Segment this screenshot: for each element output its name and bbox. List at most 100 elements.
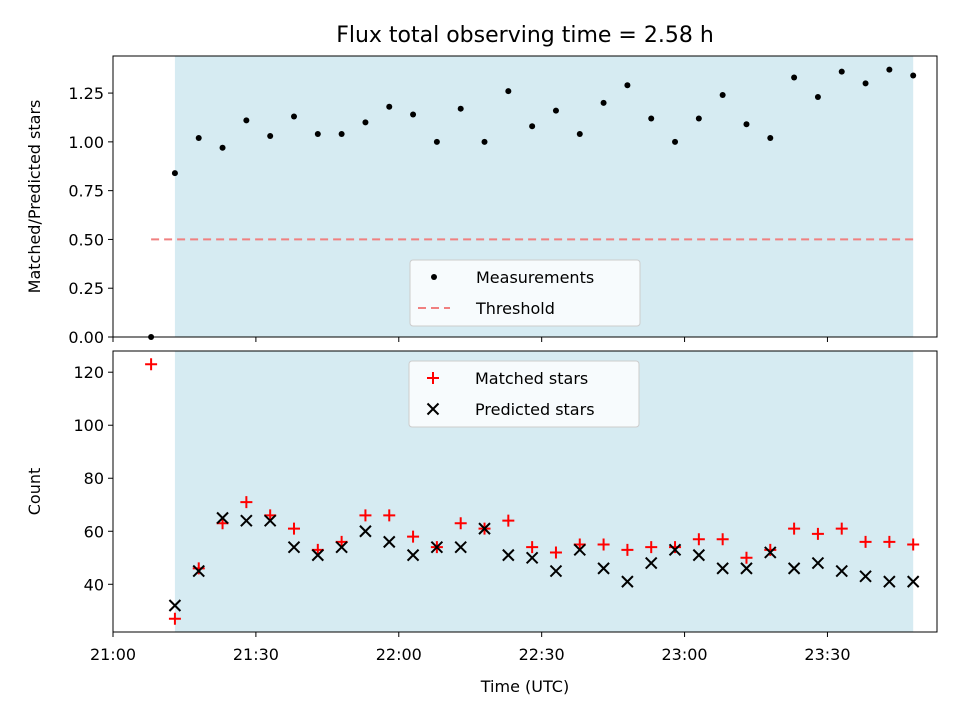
x-tick-label: 21:30 (233, 645, 279, 664)
predicted-point (811, 556, 825, 570)
measurement-point (267, 133, 274, 140)
measurement-point (410, 111, 417, 118)
measurement-point (290, 113, 297, 120)
matched-point (811, 527, 824, 540)
measurement-point (243, 117, 250, 124)
legend-label: Predicted stars (475, 400, 595, 419)
measurement-point (910, 72, 917, 79)
measurement-point (171, 170, 178, 177)
measurement-point (362, 119, 369, 126)
predicted-point (359, 525, 372, 538)
measurement-point (529, 123, 536, 130)
measurement-point (743, 121, 750, 128)
matched-point (145, 358, 158, 371)
legend-measurement-marker (431, 274, 437, 280)
predicted-point (525, 551, 539, 564)
y-tick-label: 0.00 (68, 328, 104, 347)
predicted-point (287, 540, 301, 554)
y-tick-label: 80 (84, 469, 104, 488)
measurement-point (672, 138, 679, 145)
y-tick-label: 0.50 (68, 230, 104, 249)
measurement-point (386, 103, 393, 110)
matched-point (240, 496, 253, 509)
predicted-point (311, 548, 325, 562)
matched-point (692, 533, 705, 546)
predicted-point (478, 522, 491, 535)
matched-point (407, 530, 420, 543)
measurement-point (195, 134, 202, 141)
matched-point (597, 538, 610, 551)
predicted-point (454, 540, 467, 554)
predicted-point (502, 548, 515, 562)
predicted-point (168, 599, 182, 612)
measurement-point (791, 74, 798, 81)
x-tick-label: 23:30 (804, 645, 850, 664)
predicted-point (835, 564, 848, 578)
measurement-point (695, 115, 702, 122)
y-tick-label: 40 (84, 575, 104, 594)
y-tick-label: 0.75 (68, 182, 104, 201)
measurement-point (862, 80, 869, 87)
measurement-point (648, 115, 655, 122)
legend-label: Threshold (475, 299, 555, 318)
predicted-point (406, 548, 420, 562)
matched-point (859, 535, 872, 548)
y-axis-label: Matched/Predicted stars (25, 100, 44, 294)
matched-point (740, 551, 753, 564)
measurement-point (457, 105, 464, 112)
matched-point (526, 541, 539, 554)
predicted-point (263, 514, 277, 527)
predicted-point (192, 564, 205, 578)
bottom-panel: 40 60 80 100 120 21:00 21:30 22:00 22:30 23:00 23:… (25, 350, 938, 696)
predicted-point (740, 562, 753, 575)
matched-point (621, 543, 634, 556)
matched-point (168, 612, 181, 625)
x-tick-label: 23:00 (662, 645, 708, 664)
predicted-point (906, 575, 920, 588)
measurement-point (552, 107, 559, 114)
measurement-point (767, 134, 774, 141)
y-tick-label: 1.00 (68, 133, 104, 152)
x-axis-label: Time (UTC) (480, 677, 569, 696)
predicted-point (573, 543, 586, 557)
matched-point (716, 533, 729, 546)
top-panel: 0.00 0.25 0.50 0.75 1.00 1.25 Matched/Predicte… (25, 55, 938, 347)
predicted-point (597, 562, 610, 575)
matched-point (645, 541, 658, 554)
measurement-point (838, 68, 845, 75)
y-tick-label: 120 (73, 363, 104, 382)
legend-predicted-marker (426, 402, 440, 416)
matched-point (549, 546, 562, 559)
predicted-point (883, 575, 896, 588)
measurement-point (886, 66, 893, 73)
predicted-point (692, 548, 706, 562)
measurement-point (624, 82, 631, 89)
predicted-point (549, 564, 563, 578)
legend-matched-marker (427, 372, 439, 384)
axes-frame (112, 350, 938, 633)
matched-point (287, 522, 300, 535)
x-tick-label: 21:00 (90, 645, 136, 664)
predicted-point (787, 562, 801, 575)
legend-label: Matched stars (475, 369, 588, 388)
measurement-point (148, 334, 155, 340)
predicted-point (859, 570, 872, 583)
chart-title: Flux total observing time = 2.58 h (336, 23, 714, 48)
y-tick-label: 100 (73, 416, 104, 435)
measurement-point (338, 131, 345, 138)
predicted-point (383, 535, 396, 549)
predicted-point (645, 556, 658, 570)
x-tick-label: 22:00 (376, 645, 422, 664)
predicted-point (621, 575, 634, 588)
predicted-point (668, 543, 682, 557)
measurement-point (481, 138, 488, 145)
matched-point (883, 535, 896, 548)
measurement-point (719, 92, 726, 99)
legend-box (409, 259, 641, 327)
matched-point (454, 517, 467, 530)
legend-label: Measurements (476, 268, 594, 287)
predicted-point (335, 540, 348, 554)
predicted-point (716, 562, 729, 575)
predicted-point (216, 511, 229, 525)
